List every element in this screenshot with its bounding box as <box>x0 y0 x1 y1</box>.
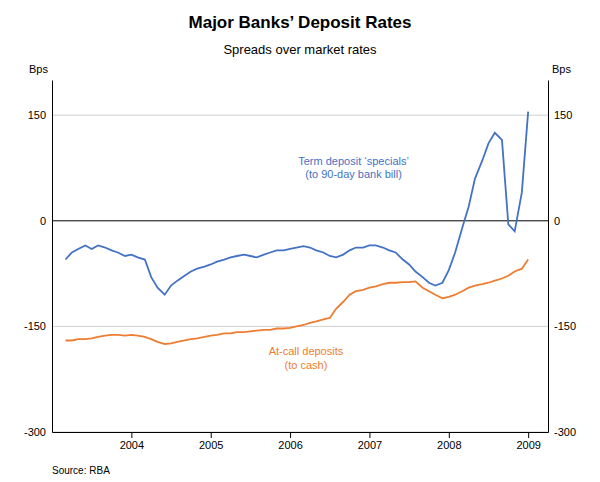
tick: 2008 <box>437 432 461 451</box>
y-axis-label: Bps <box>29 63 48 75</box>
grid <box>52 115 548 432</box>
annotation-line: At-call deposits <box>269 345 344 357</box>
tick-label: -300 <box>24 426 46 438</box>
tick-label: 0 <box>40 215 46 227</box>
tick-label: 150 <box>28 109 46 121</box>
y2-axis-label: Bps <box>552 63 571 75</box>
axis-line <box>52 81 53 433</box>
texts: Major Banks’ Deposit Rates Spreads over m… <box>29 13 571 476</box>
tick-mark <box>528 432 529 438</box>
tick-label: -150 <box>24 320 46 332</box>
tick-label: 2004 <box>120 439 144 451</box>
x-axis: 2004 2005 2006 2007 2008 2009 <box>53 432 549 451</box>
tick-label: 2006 <box>278 439 302 451</box>
annotation: At-call deposits (to cash) <box>269 345 344 370</box>
tick: 150 <box>28 109 52 121</box>
tick-label: 0 <box>554 215 560 227</box>
chart: 200420052006200720082009-300-1500150-300… <box>0 0 600 482</box>
tick: 0 <box>40 215 52 227</box>
grid-line <box>52 432 548 433</box>
tick: 0 <box>548 215 560 227</box>
tick: 2009 <box>516 432 540 451</box>
tick-mark <box>290 432 291 438</box>
tick-mark <box>211 432 212 438</box>
zero-line <box>52 220 548 221</box>
tick: 2005 <box>199 432 223 451</box>
tick: 2006 <box>278 432 302 451</box>
tick: 2004 <box>120 432 144 451</box>
y-axis: -300 -150 0 150 <box>24 81 53 439</box>
annotation-line: (to cash) <box>285 359 328 371</box>
plot-area <box>65 112 528 344</box>
series-line <box>65 112 528 295</box>
tick-label: 2007 <box>358 439 382 451</box>
subtitle: Spreads over market rates <box>223 42 377 57</box>
title: Major Banks’ Deposit Rates <box>189 13 412 32</box>
tick: -150 <box>24 320 52 332</box>
source: Source: RBA <box>52 465 110 476</box>
grid-line <box>52 115 548 116</box>
tick-mark <box>449 432 450 438</box>
tick-mark <box>131 432 132 438</box>
y2-axis: -300 -150 0 150 <box>548 81 576 439</box>
tick-label: -300 <box>554 426 576 438</box>
tick-label: 2009 <box>516 439 540 451</box>
annotation-line: Term deposit ‘specials’ <box>298 155 409 167</box>
annotation: Term deposit ‘specials’(to 90-day bank b… <box>298 155 409 180</box>
annotation-line: (to 90-day bank bill) <box>305 168 402 180</box>
tick-mark <box>369 432 370 438</box>
tick-label: 150 <box>554 109 572 121</box>
axis-line <box>53 432 549 433</box>
tick: -150 <box>548 320 576 332</box>
tick: 150 <box>548 109 572 121</box>
tick: -300 <box>24 426 52 438</box>
tick-label: -150 <box>554 320 576 332</box>
axis-line <box>548 81 549 433</box>
tick-label: 2008 <box>437 439 461 451</box>
tick: -300 <box>548 426 576 438</box>
tick: 2007 <box>358 432 382 451</box>
tick-label: 2005 <box>199 439 223 451</box>
series-line <box>65 260 528 344</box>
